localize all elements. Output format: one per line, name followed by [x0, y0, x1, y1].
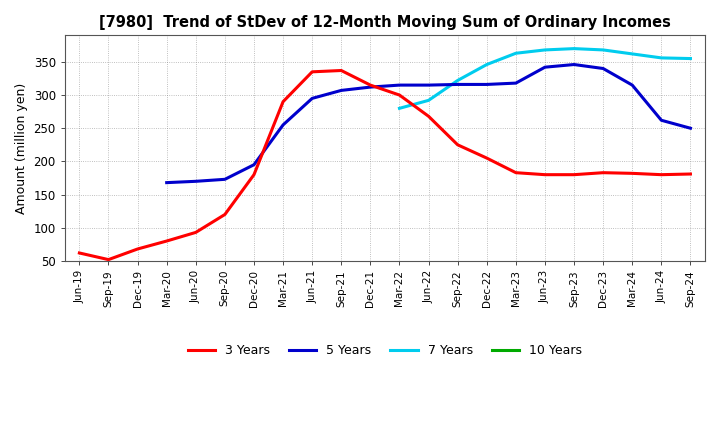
3 Years [511, 170, 520, 175]
3 Years [192, 230, 200, 235]
3 Years [628, 171, 636, 176]
3 Years [686, 171, 695, 176]
5 Years [541, 65, 549, 70]
3 Years [337, 68, 346, 73]
Line: 7 Years: 7 Years [400, 48, 690, 108]
3 Years [279, 99, 287, 104]
5 Years [424, 82, 433, 88]
7 Years [482, 62, 491, 67]
3 Years [395, 92, 404, 98]
7 Years [424, 98, 433, 103]
7 Years [628, 51, 636, 57]
7 Years [657, 55, 666, 61]
Y-axis label: Amount (million yen): Amount (million yen) [15, 83, 28, 214]
3 Years [454, 142, 462, 147]
5 Years [599, 66, 608, 71]
5 Years [511, 81, 520, 86]
Legend: 3 Years, 5 Years, 7 Years, 10 Years: 3 Years, 5 Years, 7 Years, 10 Years [183, 339, 588, 363]
3 Years [570, 172, 578, 177]
5 Years [395, 82, 404, 88]
3 Years [133, 246, 142, 252]
3 Years [424, 114, 433, 119]
3 Years [162, 238, 171, 244]
7 Years [395, 106, 404, 111]
5 Years [482, 82, 491, 87]
3 Years [541, 172, 549, 177]
5 Years [250, 162, 258, 167]
5 Years [657, 117, 666, 123]
3 Years [366, 82, 374, 88]
3 Years [220, 212, 229, 217]
3 Years [250, 172, 258, 177]
Line: 3 Years: 3 Years [79, 70, 690, 260]
5 Years [308, 96, 317, 101]
3 Years [657, 172, 666, 177]
3 Years [75, 250, 84, 256]
5 Years [279, 122, 287, 128]
5 Years [454, 82, 462, 87]
7 Years [541, 47, 549, 52]
7 Years [454, 78, 462, 83]
5 Years [220, 177, 229, 182]
3 Years [599, 170, 608, 175]
5 Years [628, 82, 636, 88]
3 Years [308, 69, 317, 74]
7 Years [570, 46, 578, 51]
3 Years [104, 257, 113, 262]
5 Years [192, 179, 200, 184]
5 Years [366, 84, 374, 90]
7 Years [511, 51, 520, 56]
3 Years [482, 155, 491, 161]
7 Years [599, 47, 608, 52]
Line: 5 Years: 5 Years [166, 65, 690, 183]
5 Years [337, 88, 346, 93]
5 Years [570, 62, 578, 67]
Title: [7980]  Trend of StDev of 12-Month Moving Sum of Ordinary Incomes: [7980] Trend of StDev of 12-Month Moving… [99, 15, 671, 30]
5 Years [162, 180, 171, 185]
5 Years [686, 125, 695, 131]
7 Years [686, 56, 695, 61]
